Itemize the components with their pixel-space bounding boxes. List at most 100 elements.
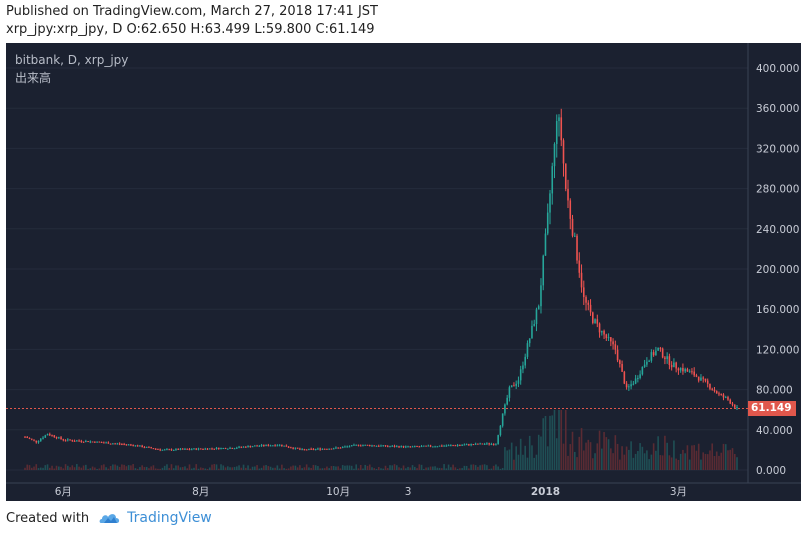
- volume-bar: [398, 467, 400, 470]
- volume-bar: [619, 459, 621, 470]
- candle-body: [303, 449, 306, 451]
- candle-body: [150, 447, 152, 449]
- candle-body: [310, 448, 312, 450]
- candle-body: [420, 446, 423, 448]
- candle-body: [596, 319, 599, 324]
- volume-bar: [580, 428, 583, 470]
- candle-body: [105, 442, 107, 444]
- volume-bar: [400, 468, 403, 470]
- volume-bar: [695, 450, 698, 470]
- chart-pane[interactable]: 400.000 360.000 320.000 280.000 240.000 200.0…: [6, 43, 801, 501]
- candle-body: [450, 445, 452, 447]
- candle-body: [229, 447, 231, 449]
- candle-body: [362, 445, 364, 447]
- volume-bar: [308, 467, 310, 470]
- candle-body: [317, 448, 319, 450]
- volume-bar: [443, 464, 445, 470]
- volume-bar: [166, 464, 168, 470]
- candle-body: [139, 445, 141, 447]
- footer: Created with TradingView: [6, 509, 212, 527]
- candle-body: [263, 444, 265, 446]
- volume-bar: [364, 464, 367, 470]
- candle-body: [682, 368, 684, 372]
- volume-bar: [114, 464, 116, 470]
- candle-body: [346, 446, 349, 448]
- volume-bar: [353, 468, 355, 470]
- price-tick-label: 160.000: [756, 304, 799, 316]
- candle-body: [447, 445, 450, 447]
- candle-body: [605, 334, 608, 339]
- candle-body: [582, 287, 585, 298]
- volume-bar: [323, 468, 326, 470]
- candle-body: [576, 235, 578, 261]
- candle-body: [326, 448, 328, 450]
- volume-bar: [459, 468, 461, 470]
- volume-bar: [375, 468, 378, 470]
- volume-bar: [94, 467, 96, 470]
- candle-body: [247, 446, 249, 448]
- volume-bar: [145, 466, 148, 470]
- tradingview-brand-link[interactable]: TradingView: [127, 510, 212, 526]
- volume-bar: [231, 467, 234, 470]
- candle-body: [371, 445, 373, 447]
- candlestick-chart[interactable]: 400.000 360.000 320.000 280.000 240.000 200.0…: [6, 43, 801, 501]
- candle-body: [461, 444, 463, 446]
- candle-body: [632, 383, 635, 385]
- volume-bar: [172, 468, 175, 470]
- candle-body: [497, 435, 499, 445]
- volume-bar: [632, 457, 635, 470]
- candle-body: [623, 371, 626, 384]
- candle-body: [628, 386, 630, 388]
- candle-body: [722, 394, 725, 398]
- candle-body: [555, 121, 558, 144]
- volume-bar: [724, 444, 727, 470]
- volume-bar: [625, 446, 628, 470]
- volume-bar: [326, 466, 328, 470]
- volume-bar: [269, 466, 272, 470]
- price-tick-label: 200.000: [756, 264, 799, 276]
- volume-bar: [524, 445, 527, 470]
- candle-body: [217, 447, 220, 450]
- volume-bar: [423, 468, 425, 470]
- candle-body: [235, 447, 238, 449]
- volume-bar: [55, 465, 58, 470]
- candle-body: [80, 440, 83, 442]
- candle-body: [395, 446, 398, 448]
- candle-body: [118, 443, 121, 445]
- candle-body: [161, 449, 164, 451]
- candle-body: [39, 438, 42, 441]
- candle-body: [567, 188, 569, 201]
- volume-bar: [413, 466, 416, 470]
- candle-body: [506, 397, 508, 405]
- candle-body: [637, 377, 639, 379]
- volume-bar: [213, 464, 216, 470]
- candle-body: [490, 443, 493, 445]
- candle-body: [148, 446, 150, 448]
- volume-bar: [170, 464, 173, 470]
- candle-body: [166, 449, 168, 451]
- volume-bar: [571, 431, 574, 470]
- volume-bar: [235, 466, 238, 470]
- candle-body: [272, 445, 274, 447]
- volume-bar: [664, 435, 666, 470]
- volume-bar: [57, 466, 60, 470]
- candle-body: [504, 404, 506, 414]
- candle-body: [305, 449, 308, 451]
- candle-body: [700, 377, 702, 381]
- candle-body: [359, 445, 362, 447]
- tradingview-cloud-icon[interactable]: [99, 511, 121, 525]
- volume-bar: [535, 454, 538, 470]
- volume-bar: [722, 443, 725, 470]
- candle-body: [57, 437, 60, 439]
- candle-body: [524, 356, 527, 366]
- volume-bar: [53, 468, 56, 470]
- volume-bar: [294, 465, 297, 470]
- candle-body: [226, 448, 229, 450]
- volume-bar: [526, 457, 529, 470]
- candle-body: [197, 448, 200, 450]
- volume-bar: [438, 467, 441, 470]
- volume-bar: [233, 466, 236, 470]
- volume-bar: [670, 457, 673, 470]
- volume-bar: [576, 457, 578, 470]
- volume-bar: [337, 466, 339, 470]
